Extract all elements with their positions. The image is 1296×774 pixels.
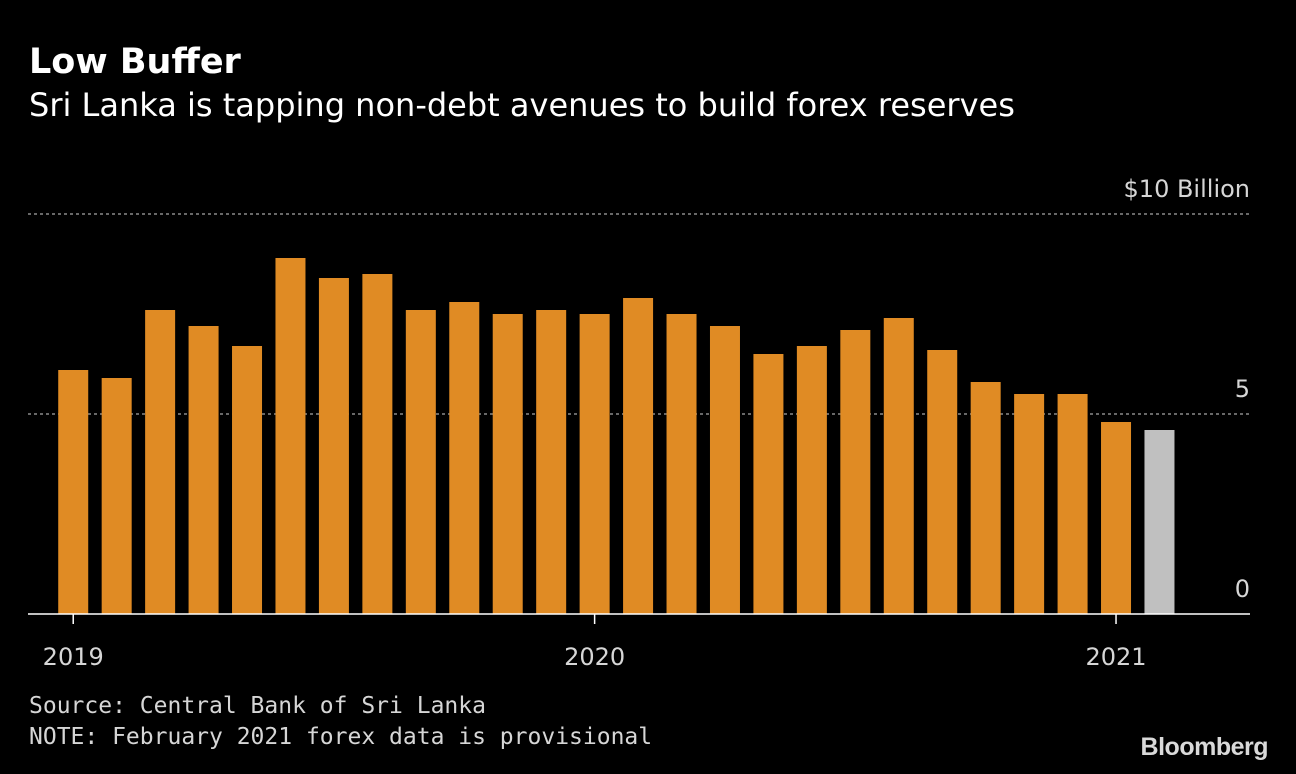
x-axis xyxy=(28,613,1250,624)
bars xyxy=(58,258,1175,614)
bar-2019-01 xyxy=(58,370,89,614)
bar-2020-05 xyxy=(753,354,784,614)
chart-subtitle: Sri Lanka is tapping non-debt avenues to… xyxy=(29,86,1015,124)
bar-2019-05 xyxy=(232,346,263,614)
bar-2021-02 xyxy=(1144,430,1175,614)
bar-2019-08 xyxy=(362,274,393,614)
bar-2019-06 xyxy=(275,258,306,614)
y-tick-label-5: 5 xyxy=(1235,375,1250,403)
bar-2020-12 xyxy=(1057,394,1088,614)
bar-2020-02 xyxy=(623,298,654,614)
bar-2020-04 xyxy=(709,326,740,614)
bar-2019-09 xyxy=(405,310,436,614)
bloomberg-logo: Bloomberg xyxy=(1140,733,1269,761)
bar-2020-11 xyxy=(1014,394,1045,614)
bar-2020-08 xyxy=(883,318,914,614)
y-tick-label-10: $10 Billion xyxy=(1124,175,1250,203)
chart-title: Low Buffer xyxy=(29,42,241,82)
bar-2021-01 xyxy=(1101,422,1132,614)
bar-2019-04 xyxy=(188,326,219,614)
x-tick-label-2019: 2019 xyxy=(43,643,104,671)
x-tick-label-2020: 2020 xyxy=(564,643,625,671)
bar-2020-01 xyxy=(579,314,610,614)
axis-labels: $10 Billion 5 0 2019 2020 2021 xyxy=(43,175,1250,671)
bar-2020-06 xyxy=(796,346,827,614)
bar-2019-10 xyxy=(449,302,480,614)
bar-2020-03 xyxy=(666,314,697,614)
bar-2019-07 xyxy=(318,278,349,614)
bar-2020-10 xyxy=(970,382,1001,614)
provisional-note: NOTE: February 2021 forex data is provis… xyxy=(29,724,653,750)
y-tick-label-0: 0 xyxy=(1235,575,1250,603)
bar-2020-09 xyxy=(927,350,958,614)
bar-2019-03 xyxy=(145,310,176,614)
bar-2019-11 xyxy=(492,314,523,614)
bar-2020-07 xyxy=(840,330,871,614)
bar-2019-12 xyxy=(536,310,567,614)
x-tick-label-2021: 2021 xyxy=(1085,643,1146,671)
source-note: Source: Central Bank of Sri Lanka xyxy=(29,693,486,719)
bar-2019-02 xyxy=(101,378,132,614)
